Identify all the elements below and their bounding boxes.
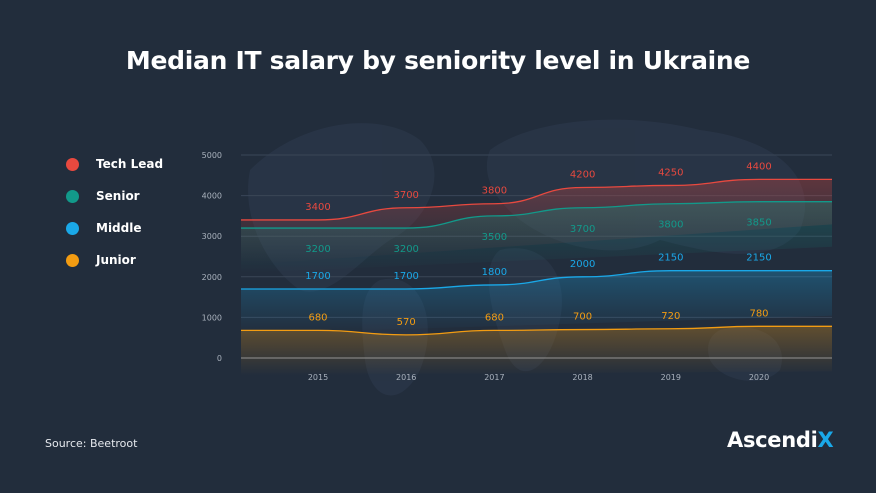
series-line-middle: [241, 270, 832, 290]
data-label: 1800: [482, 267, 507, 278]
data-label: 3800: [658, 220, 683, 231]
x-tick-label: 2018: [572, 373, 592, 382]
y-tick-label: 0: [217, 354, 222, 363]
source-note: Source: Beetroot: [45, 437, 138, 450]
y-tick-label: 1000: [202, 313, 222, 322]
series-line-tech-lead: [241, 178, 832, 221]
legend-item-junior: Junior: [66, 244, 163, 276]
data-label: 2000: [570, 259, 595, 270]
data-label: 1700: [393, 271, 418, 282]
y-tick-label: 5000: [202, 151, 222, 160]
data-label: 3400: [305, 202, 330, 213]
legend: Tech Lead Senior Middle Junior: [66, 148, 163, 276]
x-tick-label: 2020: [749, 373, 769, 382]
series-area: [241, 270, 832, 334]
data-label: 680: [485, 312, 504, 323]
logo-text: Ascendi: [727, 428, 818, 452]
logo-accent: X: [817, 428, 834, 452]
legend-label: Middle: [96, 221, 142, 235]
data-label: 2150: [658, 253, 683, 264]
legend-label: Senior: [96, 189, 140, 203]
data-label: 570: [397, 317, 416, 328]
data-label: 3200: [393, 244, 418, 255]
data-label: 3500: [482, 232, 507, 243]
series-line-senior: [241, 201, 832, 229]
data-label: 2150: [746, 253, 771, 264]
series-line-junior: [241, 325, 832, 336]
x-tick-label: 2015: [308, 373, 328, 382]
ascendix-logo: AscendiX: [727, 428, 834, 452]
legend-dot-icon: [66, 253, 79, 267]
data-label: 1700: [305, 271, 330, 282]
data-label: 3850: [746, 218, 771, 229]
series-area: [241, 326, 832, 376]
legend-dot-icon: [66, 189, 79, 203]
data-label: 3700: [570, 224, 595, 235]
x-tick-label: 2016: [396, 373, 416, 382]
x-tick-label: 2019: [661, 373, 681, 382]
legend-item-tech-lead: Tech Lead: [66, 148, 163, 180]
legend-label: Junior: [96, 253, 136, 267]
data-label: 4200: [570, 169, 595, 180]
data-label: 680: [308, 312, 327, 323]
legend-item-senior: Senior: [66, 180, 163, 212]
data-label: 4250: [658, 167, 683, 178]
y-tick-label: 2000: [202, 273, 222, 282]
legend-dot-icon: [66, 157, 79, 171]
x-tick-label: 2017: [484, 373, 504, 382]
data-label: 3200: [305, 244, 330, 255]
y-tick-label: 3000: [202, 232, 222, 241]
legend-label: Tech Lead: [96, 157, 164, 171]
chart-title: Median IT salary by seniority level in U…: [125, 46, 751, 75]
data-label: 780: [749, 308, 768, 319]
legend-dot-icon: [66, 221, 79, 235]
data-label: 700: [573, 312, 592, 323]
data-label: 3800: [482, 186, 507, 197]
data-label: 3700: [393, 190, 418, 201]
y-tick-label: 4000: [202, 192, 222, 201]
data-label: 4400: [746, 161, 771, 172]
series-area: [241, 201, 832, 274]
data-label: 720: [661, 311, 680, 322]
legend-item-middle: Middle: [66, 212, 163, 244]
